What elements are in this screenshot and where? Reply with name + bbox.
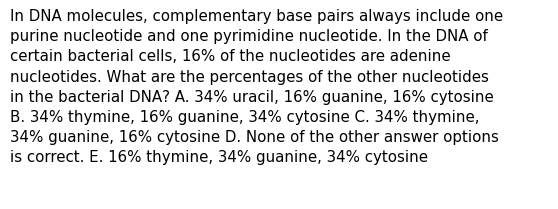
Text: In DNA molecules, complementary base pairs always include one
purine nucleotide : In DNA molecules, complementary base pai… <box>10 9 503 165</box>
